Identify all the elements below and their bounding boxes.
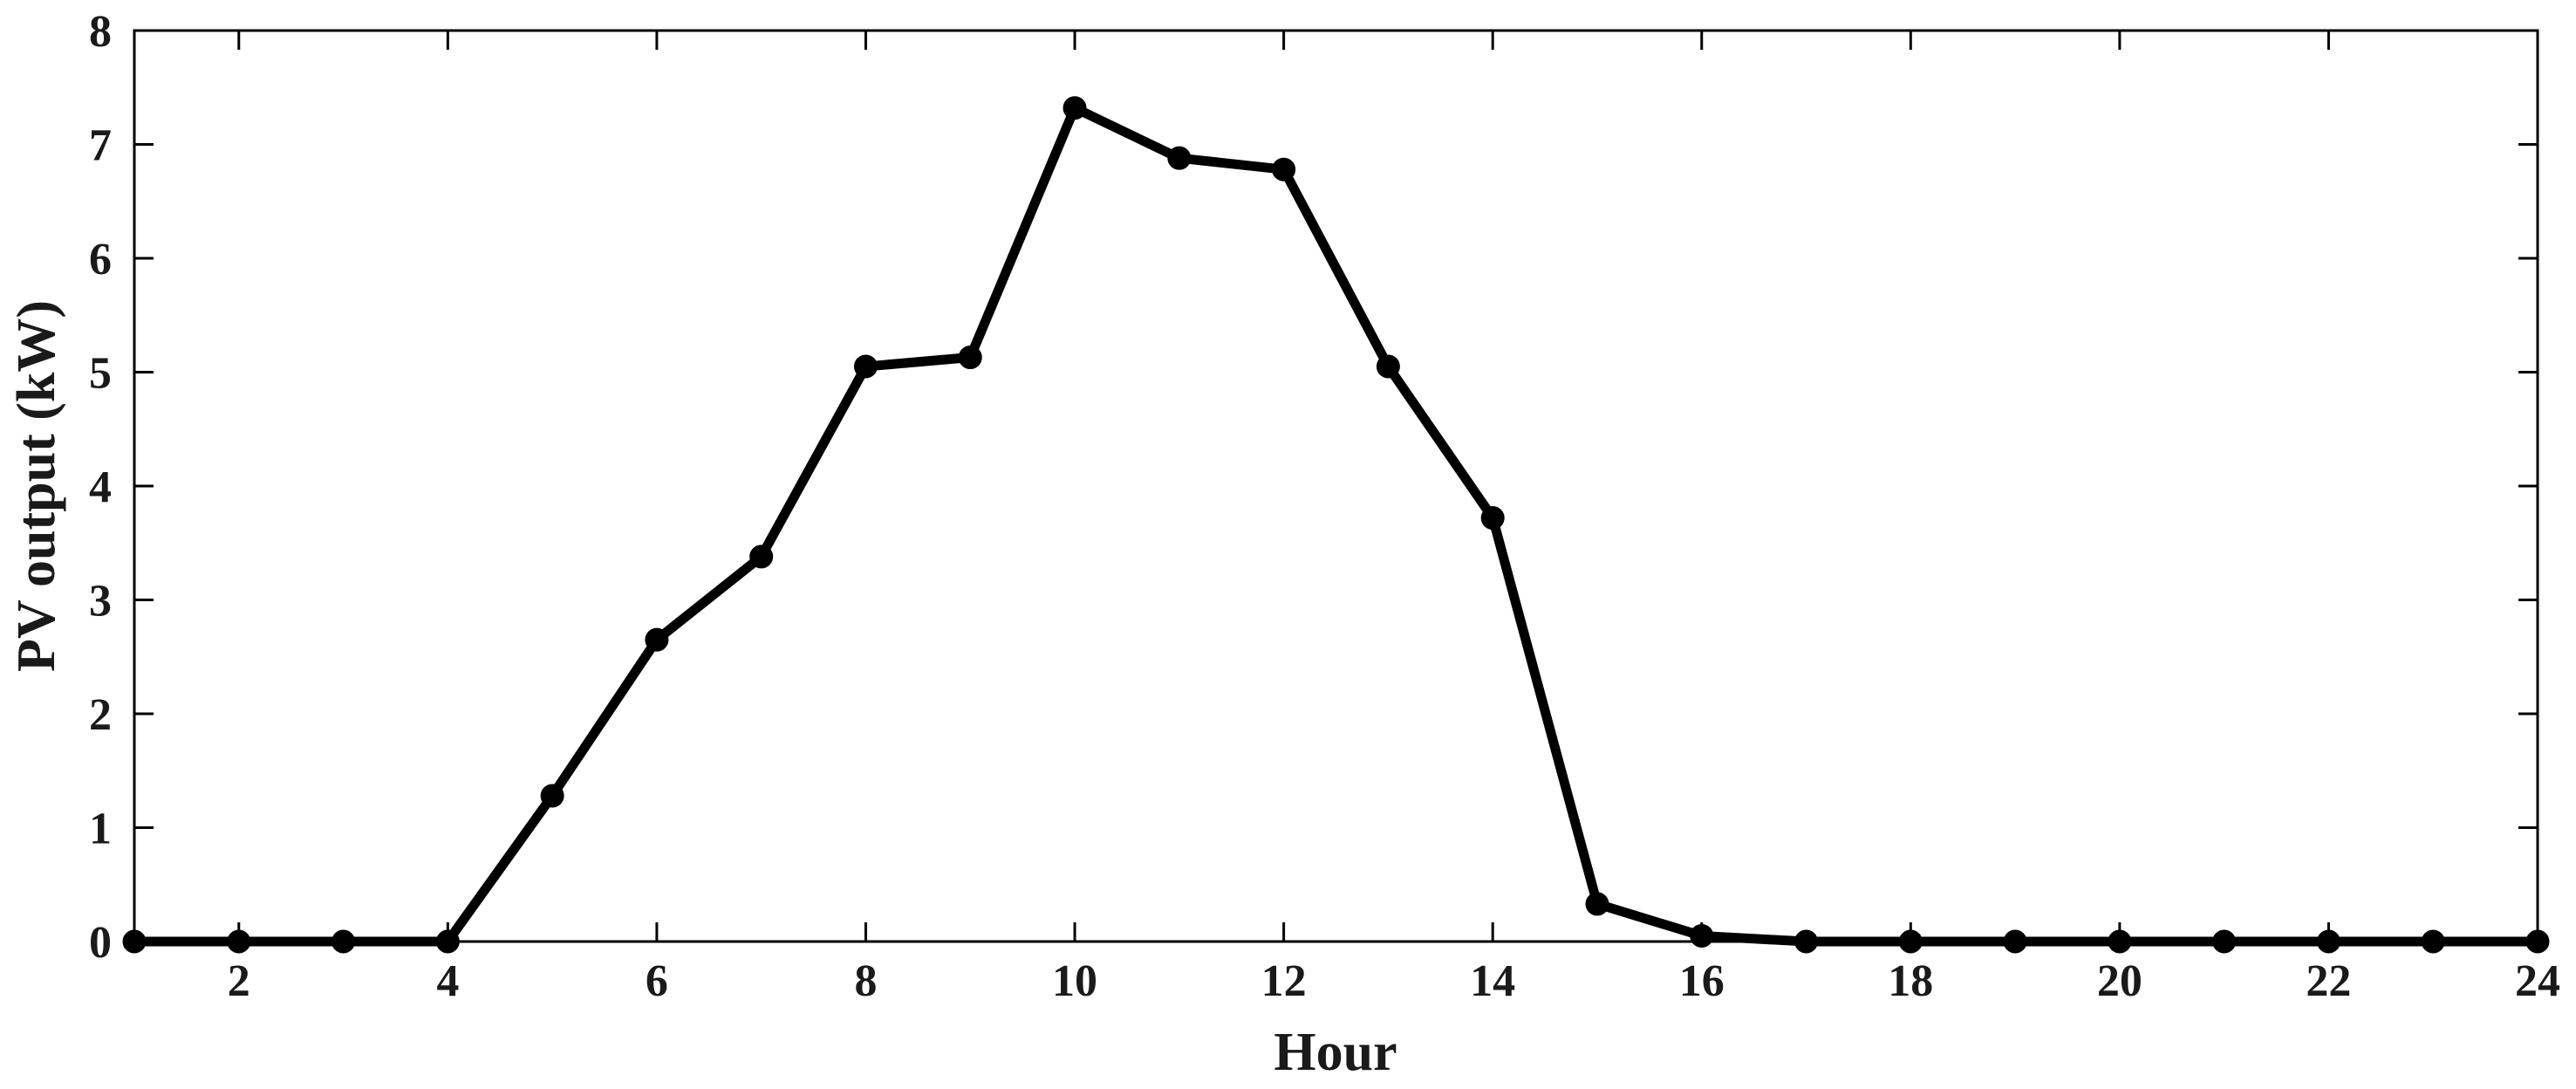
data-point: [2525, 929, 2550, 954]
x-tick-label: 6: [646, 956, 668, 1006]
data-point: [331, 929, 356, 954]
data-point: [749, 544, 774, 569]
x-axis-label: Hour: [1274, 1023, 1397, 1082]
data-point: [1376, 354, 1400, 379]
y-tick-label: 5: [89, 349, 112, 399]
data-point: [2003, 929, 2027, 954]
data-point: [540, 784, 564, 808]
y-tick-label: 3: [89, 577, 112, 627]
y-axis-ticks: 0 1 2 3 4 5 6 7 8: [89, 7, 2538, 968]
data-point: [1167, 146, 1192, 170]
data-point: [122, 929, 147, 954]
data-point: [2421, 929, 2445, 954]
y-tick-label: 6: [89, 235, 112, 284]
data-point: [2108, 929, 2132, 954]
plot-area-frame: [133, 29, 2539, 943]
x-tick-label: 14: [1470, 956, 1515, 1006]
y-tick-label: 0: [89, 918, 112, 968]
x-tick-label: 4: [436, 956, 459, 1006]
x-axis-ticks: 2 4 6 8 10 12 14 16 18 20 22 24: [228, 31, 2560, 1006]
y-axis-label: PV output (kW): [7, 300, 66, 672]
data-point: [645, 627, 669, 652]
y-tick-label: 7: [89, 121, 112, 171]
x-tick-label: 16: [1679, 956, 1725, 1006]
data-point: [958, 346, 982, 370]
x-tick-label: 8: [854, 956, 877, 1006]
data-point: [853, 354, 878, 379]
x-tick-label: 24: [2515, 956, 2560, 1006]
data-point: [1794, 929, 1819, 954]
series-line: [129, 103, 2543, 947]
x-tick-label: 22: [2306, 956, 2351, 1006]
data-point: [227, 929, 251, 954]
data-point: [2212, 929, 2237, 954]
data-point: [1585, 892, 1609, 916]
data-point: [2316, 929, 2340, 954]
data-point: [1898, 929, 1923, 954]
series-layer: [122, 96, 2550, 954]
data-point: [1690, 923, 1714, 948]
y-tick-label: 8: [89, 7, 112, 57]
data-point: [1480, 506, 1505, 531]
y-tick-label: 4: [89, 462, 112, 512]
x-tick-label: 2: [228, 956, 250, 1006]
x-tick-label: 18: [1888, 956, 1933, 1006]
data-point: [1272, 157, 1296, 182]
y-tick-label: 1: [89, 805, 112, 854]
y-tick-label: 2: [89, 690, 112, 740]
x-tick-label: 12: [1261, 956, 1307, 1006]
x-tick-label: 20: [2097, 956, 2142, 1006]
data-point: [1063, 96, 1087, 120]
data-point: [435, 929, 460, 954]
x-tick-label: 10: [1052, 956, 1097, 1006]
